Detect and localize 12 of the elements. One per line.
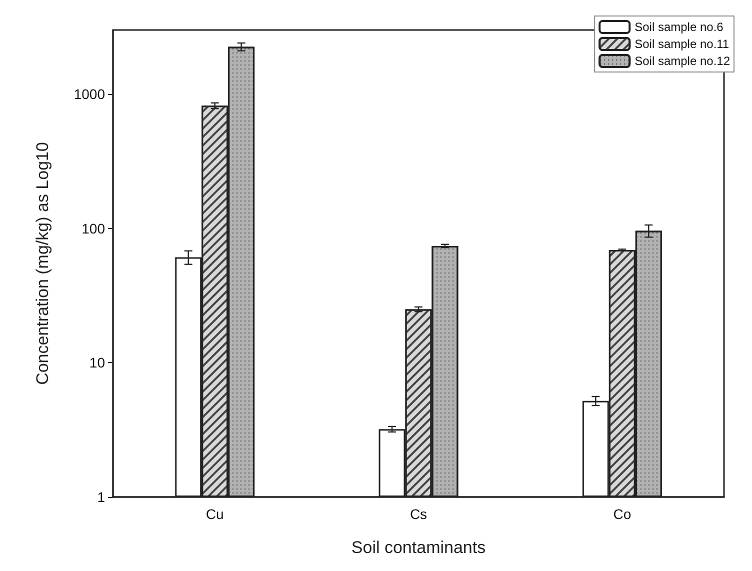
- y-axis-title: Concentration (mg/kg) as Log10: [33, 142, 52, 385]
- x-tick-label: Co: [613, 506, 632, 522]
- y-tick-label: 100: [82, 220, 106, 236]
- y-tick-label: 1000: [74, 86, 106, 102]
- y-tick-label: 10: [89, 354, 106, 371]
- legend-label: Soil sample no.12: [634, 54, 730, 68]
- y-tick-label: 1: [97, 489, 106, 505]
- legend-label: Soil sample no.11: [634, 37, 730, 51]
- x-axis-title: Soil contaminants: [351, 538, 486, 557]
- x-tick-label: Cs: [410, 506, 428, 522]
- legend-label: Soil sample no.6: [634, 20, 724, 34]
- x-tick-label: Cu: [206, 506, 224, 522]
